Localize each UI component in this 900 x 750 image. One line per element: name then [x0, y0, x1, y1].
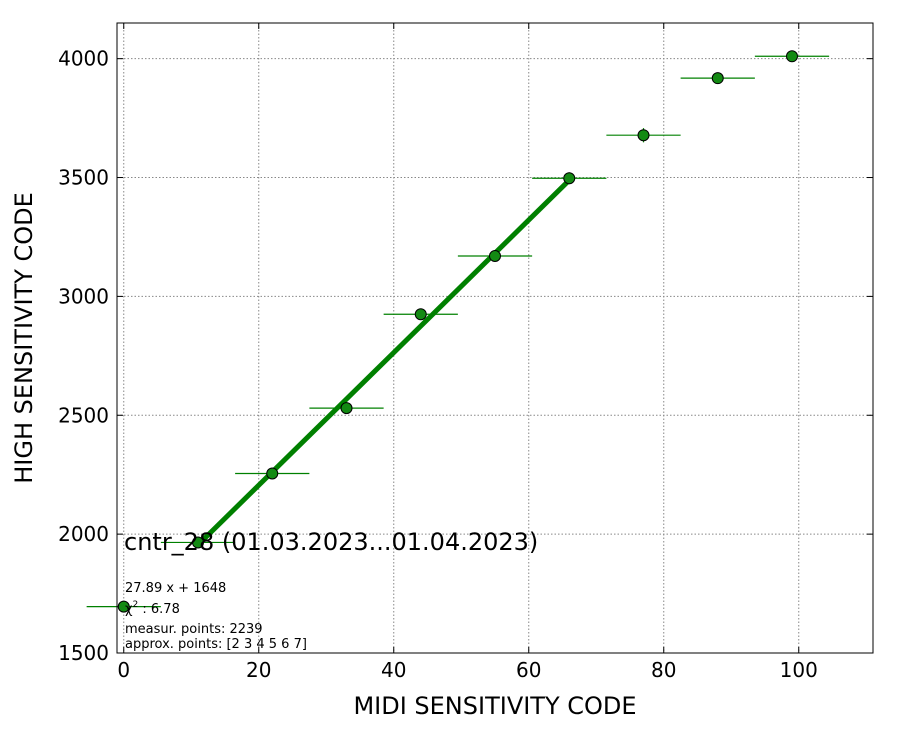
chart-title-annotation: cntr_28 (01.03.2023...01.04.2023): [124, 528, 538, 556]
axis-ticks: 0 20 40 60 80 100 1500 2000 2500 3000 3500 4000: [58, 23, 873, 682]
plot-frame: [116, 22, 874, 654]
annotations: cntr_28 (01.03.2023...01.04.2023) 27.89 …: [124, 528, 538, 652]
data-point: [266, 467, 279, 480]
y-axis-label: HIGH SENSITIVITY CODE: [10, 192, 38, 484]
approx-points: approx. points: [2 3 4 5 6 7]: [125, 637, 307, 652]
data-point: [117, 600, 130, 613]
data-point: [340, 402, 353, 415]
y-tick-label: 3500: [58, 166, 109, 190]
data-point: [489, 249, 501, 262]
data-point: [414, 308, 427, 321]
x-tick-label: 60: [516, 658, 541, 682]
data-point: [786, 50, 798, 63]
y-tick-label: 2000: [58, 522, 109, 546]
x-tick-label: 100: [780, 658, 818, 682]
data-point: [192, 536, 204, 549]
x-axis-label: MIDI SENSITIVITY CODE: [353, 692, 636, 720]
data-point: [711, 72, 724, 85]
chi-square: χ2 : 6.78: [125, 600, 180, 617]
y-tick-label: 3000: [58, 284, 109, 308]
measured-points: measur. points: 2239: [125, 622, 263, 637]
y-tick-label: 1500: [58, 641, 109, 665]
fit-equation: 27.89 x + 1648: [125, 581, 226, 596]
chi-superscript: 2: [133, 600, 139, 610]
error-bars: [86, 53, 830, 608]
y-tick-label: 4000: [58, 47, 109, 71]
x-tick-label: 0: [117, 658, 130, 682]
data-point: [563, 172, 576, 185]
x-tick-label: 80: [651, 658, 676, 682]
fit-line-group: [196, 178, 572, 547]
x-tick-label: 20: [246, 658, 271, 682]
chi-symbol: χ: [125, 602, 133, 617]
data-point: [637, 129, 650, 142]
fit-line: [196, 178, 572, 547]
x-tick-label: 40: [381, 658, 406, 682]
data-points: [117, 50, 798, 613]
chi-value: : 6.78: [138, 602, 180, 617]
grid: [117, 23, 873, 654]
y-tick-label: 2500: [58, 403, 109, 427]
